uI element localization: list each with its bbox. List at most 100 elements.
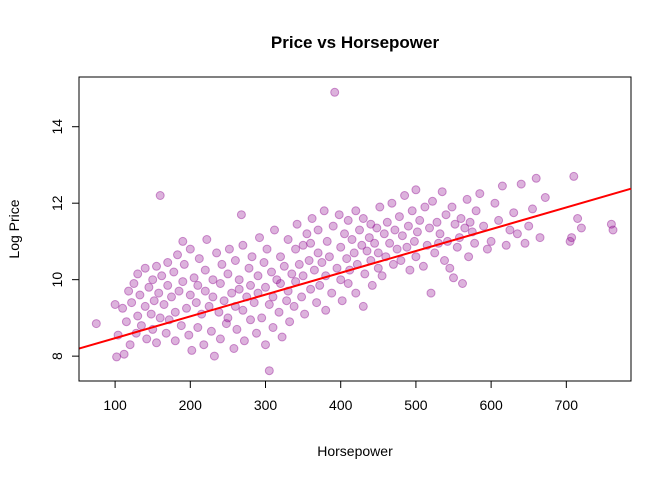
data-point	[178, 277, 188, 287]
data-point	[606, 219, 616, 229]
data-point	[199, 340, 209, 350]
data-point	[270, 225, 279, 235]
data-point	[133, 311, 143, 321]
data-point	[304, 256, 314, 265]
data-point	[239, 336, 249, 346]
data-point	[317, 258, 327, 267]
data-point	[360, 269, 370, 279]
data-point	[471, 206, 481, 216]
data-point	[217, 259, 227, 269]
chart-title: Price vs Horsepower	[271, 33, 440, 52]
data-point	[287, 269, 297, 279]
data-point	[334, 210, 344, 220]
data-point	[257, 313, 267, 323]
data-point	[276, 252, 285, 262]
data-point	[133, 269, 143, 279]
data-point	[212, 248, 222, 258]
data-point	[227, 288, 237, 298]
data-point	[236, 210, 246, 220]
data-point	[397, 231, 407, 241]
data-point	[146, 309, 156, 319]
data-point	[298, 240, 308, 250]
data-point	[415, 215, 425, 225]
data-point	[219, 296, 229, 306]
data-point	[206, 326, 216, 336]
data-point	[462, 194, 472, 204]
data-point	[375, 202, 385, 212]
data-point	[465, 217, 475, 227]
data-point	[215, 279, 225, 288]
data-point	[388, 259, 398, 269]
data-point	[238, 305, 248, 315]
data-point	[364, 233, 374, 243]
data-point	[312, 298, 322, 308]
data-point	[167, 292, 176, 302]
data-point	[124, 286, 134, 296]
data-point	[349, 248, 359, 258]
x-axis-label: Horsepower	[317, 443, 393, 459]
data-point	[382, 217, 392, 227]
data-point	[298, 271, 308, 281]
data-point	[426, 288, 436, 298]
data-point	[253, 271, 263, 281]
data-point	[452, 242, 462, 252]
data-point	[149, 296, 159, 306]
data-point	[155, 191, 165, 200]
data-point	[152, 338, 161, 348]
data-point	[208, 292, 218, 302]
data-point	[125, 340, 135, 350]
y-tick-label: 12	[49, 195, 65, 211]
data-point	[479, 221, 489, 231]
data-point	[176, 321, 186, 331]
data-point	[121, 317, 131, 327]
data-point	[189, 273, 199, 283]
data-point	[229, 344, 239, 353]
data-point	[252, 328, 261, 338]
data-point	[129, 279, 139, 288]
data-point	[330, 87, 340, 97]
data-point	[332, 263, 342, 273]
data-point	[277, 332, 287, 342]
data-point	[306, 238, 316, 248]
data-point	[437, 187, 447, 197]
x-tick-label: 500	[404, 397, 428, 413]
data-point	[200, 265, 210, 275]
data-point	[163, 258, 173, 267]
x-tick-label: 100	[103, 397, 127, 413]
data-point	[169, 267, 179, 277]
data-point	[524, 221, 534, 231]
data-point	[249, 298, 259, 308]
data-point	[193, 323, 203, 332]
data-point	[322, 236, 332, 246]
data-point	[347, 235, 357, 244]
y-tick-label: 14	[49, 119, 65, 135]
data-point	[535, 233, 545, 243]
data-point	[261, 282, 270, 292]
data-point	[179, 259, 189, 269]
x-tick-label: 300	[254, 397, 278, 413]
x-axis: 100 200 300 400 500 600 700	[103, 380, 578, 413]
data-point	[400, 191, 410, 200]
data-point	[272, 275, 282, 285]
data-point	[244, 263, 254, 273]
data-point	[184, 330, 194, 340]
data-point	[136, 321, 146, 331]
data-point	[450, 219, 460, 229]
data-point	[567, 233, 577, 243]
data-point	[372, 223, 382, 233]
data-point	[430, 248, 440, 258]
data-point	[246, 315, 255, 325]
data-point	[135, 290, 145, 300]
data-point	[528, 204, 537, 214]
data-point	[302, 229, 312, 239]
data-point	[264, 300, 274, 309]
data-point	[407, 206, 417, 216]
data-point	[313, 225, 323, 235]
data-point	[394, 212, 404, 222]
data-point	[307, 214, 317, 223]
data-point	[336, 242, 346, 252]
data-point	[464, 252, 474, 262]
data-point	[208, 275, 218, 285]
data-point	[232, 324, 242, 334]
data-point	[402, 242, 412, 252]
